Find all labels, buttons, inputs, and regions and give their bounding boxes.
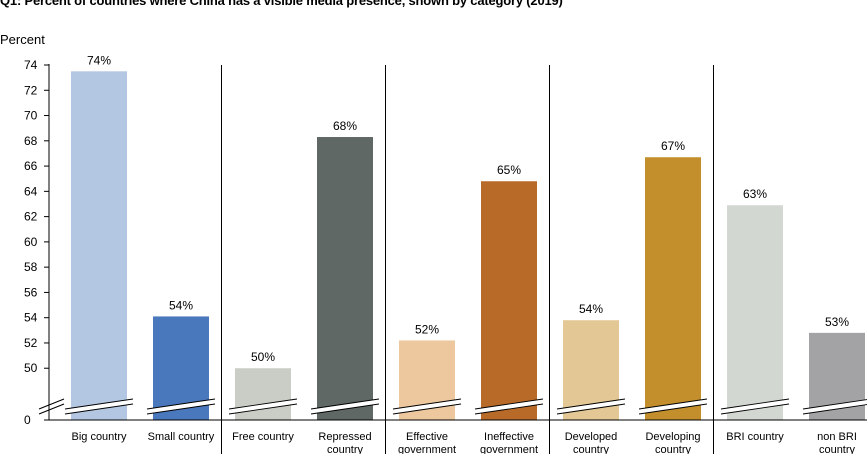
- y-tick-label: 58: [24, 260, 38, 274]
- bar-break-mark: [556, 398, 626, 410]
- y-tick-labels: 0 50 52 54 56 58 60 62 64 66 68 70 72 74: [24, 58, 38, 427]
- bar-break-gap: [229, 399, 297, 414]
- data-label: 65%: [497, 163, 521, 177]
- bar-break-mark: [474, 403, 544, 415]
- bar-break-mark: [638, 403, 708, 415]
- data-label: 52%: [415, 322, 439, 336]
- y-tick-label: 70: [24, 109, 38, 123]
- axis-break-mark: [38, 403, 65, 415]
- y-tick-label: 50: [24, 361, 38, 375]
- category-label: BRI country: [726, 431, 784, 443]
- y-tick-label: 62: [24, 210, 38, 224]
- y-tick-label: 52: [24, 336, 38, 350]
- y-tick-label: 68: [24, 134, 38, 148]
- data-label: 54%: [169, 298, 193, 312]
- y-axis: [38, 64, 867, 421]
- bar-break-gap: [65, 399, 133, 414]
- bar-break-mark: [392, 398, 462, 410]
- bar: [317, 137, 373, 420]
- bar-break-gap: [475, 399, 543, 414]
- bar: [481, 181, 537, 420]
- bar-break-gap: [721, 399, 789, 414]
- data-label: 53%: [825, 315, 849, 329]
- bar-break-mark: [228, 403, 298, 415]
- group-dividers: [221, 65, 714, 454]
- category-label: Effective government: [398, 431, 456, 454]
- y-tick-label: 66: [24, 159, 38, 173]
- data-label: 63%: [743, 187, 767, 201]
- bar-break-gap: [557, 399, 625, 414]
- category-label: Big country: [71, 431, 127, 443]
- bar-break-mark: [310, 398, 380, 410]
- bar-break-mark: [720, 398, 790, 410]
- category-label: Free country: [232, 431, 294, 443]
- bar-break-mark: [556, 403, 626, 415]
- y-tick-label: 72: [24, 83, 38, 97]
- y-axis-label: Percent: [0, 32, 45, 47]
- bars: [64, 71, 867, 420]
- y-tick-label: 0: [24, 413, 31, 427]
- category-label: Developed country: [565, 431, 618, 454]
- data-label: 74%: [87, 53, 111, 67]
- y-tick-label: 60: [24, 235, 38, 249]
- data-label: 68%: [333, 119, 357, 133]
- category-label: Small country: [148, 431, 215, 443]
- category-label: Ineffective government: [480, 431, 538, 454]
- y-tick-label: 56: [24, 285, 38, 299]
- bar-break-mark: [146, 398, 216, 410]
- bar-break-mark: [310, 403, 380, 415]
- y-tick-label: 64: [24, 184, 38, 198]
- bar: [71, 71, 127, 420]
- bar-break-mark: [64, 398, 134, 410]
- bar-break-gap: [393, 399, 461, 414]
- data-label: 50%: [251, 350, 275, 364]
- bar-break-mark: [802, 399, 867, 410]
- bar-break-gap: [147, 399, 215, 414]
- data-label: 54%: [579, 302, 603, 316]
- bar-break-mark: [392, 403, 462, 415]
- bar-break-mark: [474, 398, 544, 410]
- bar-break-mark: [228, 398, 298, 410]
- bar-break-mark: [638, 398, 708, 410]
- chart-title: Q1: Percent of countries where China has…: [0, 0, 563, 8]
- category-label: Developing country: [645, 431, 700, 454]
- bar-break-mark: [720, 403, 790, 415]
- bar-break-gap: [311, 399, 379, 414]
- bar-break-gap: [803, 399, 867, 414]
- data-label: 67%: [661, 139, 685, 153]
- bar-break-mark: [64, 403, 134, 415]
- category-label: non BRI country: [817, 431, 857, 454]
- bar: [727, 205, 783, 420]
- category-labels: Big country Small country Free country Repr…: [71, 431, 856, 454]
- bar-break-gap: [639, 399, 707, 414]
- bar: [645, 157, 701, 420]
- bar-break-mark: [802, 404, 867, 415]
- axis-break-mark: [38, 398, 65, 410]
- data-labels: 74% 54% 50% 68% 52% 65% 54% 67% 63% 53%: [87, 53, 849, 364]
- y-tick-label: 54: [24, 311, 38, 325]
- y-tick-label: 74: [24, 58, 38, 72]
- bar-break-mark: [146, 403, 216, 415]
- category-label: Repressed country: [318, 431, 371, 454]
